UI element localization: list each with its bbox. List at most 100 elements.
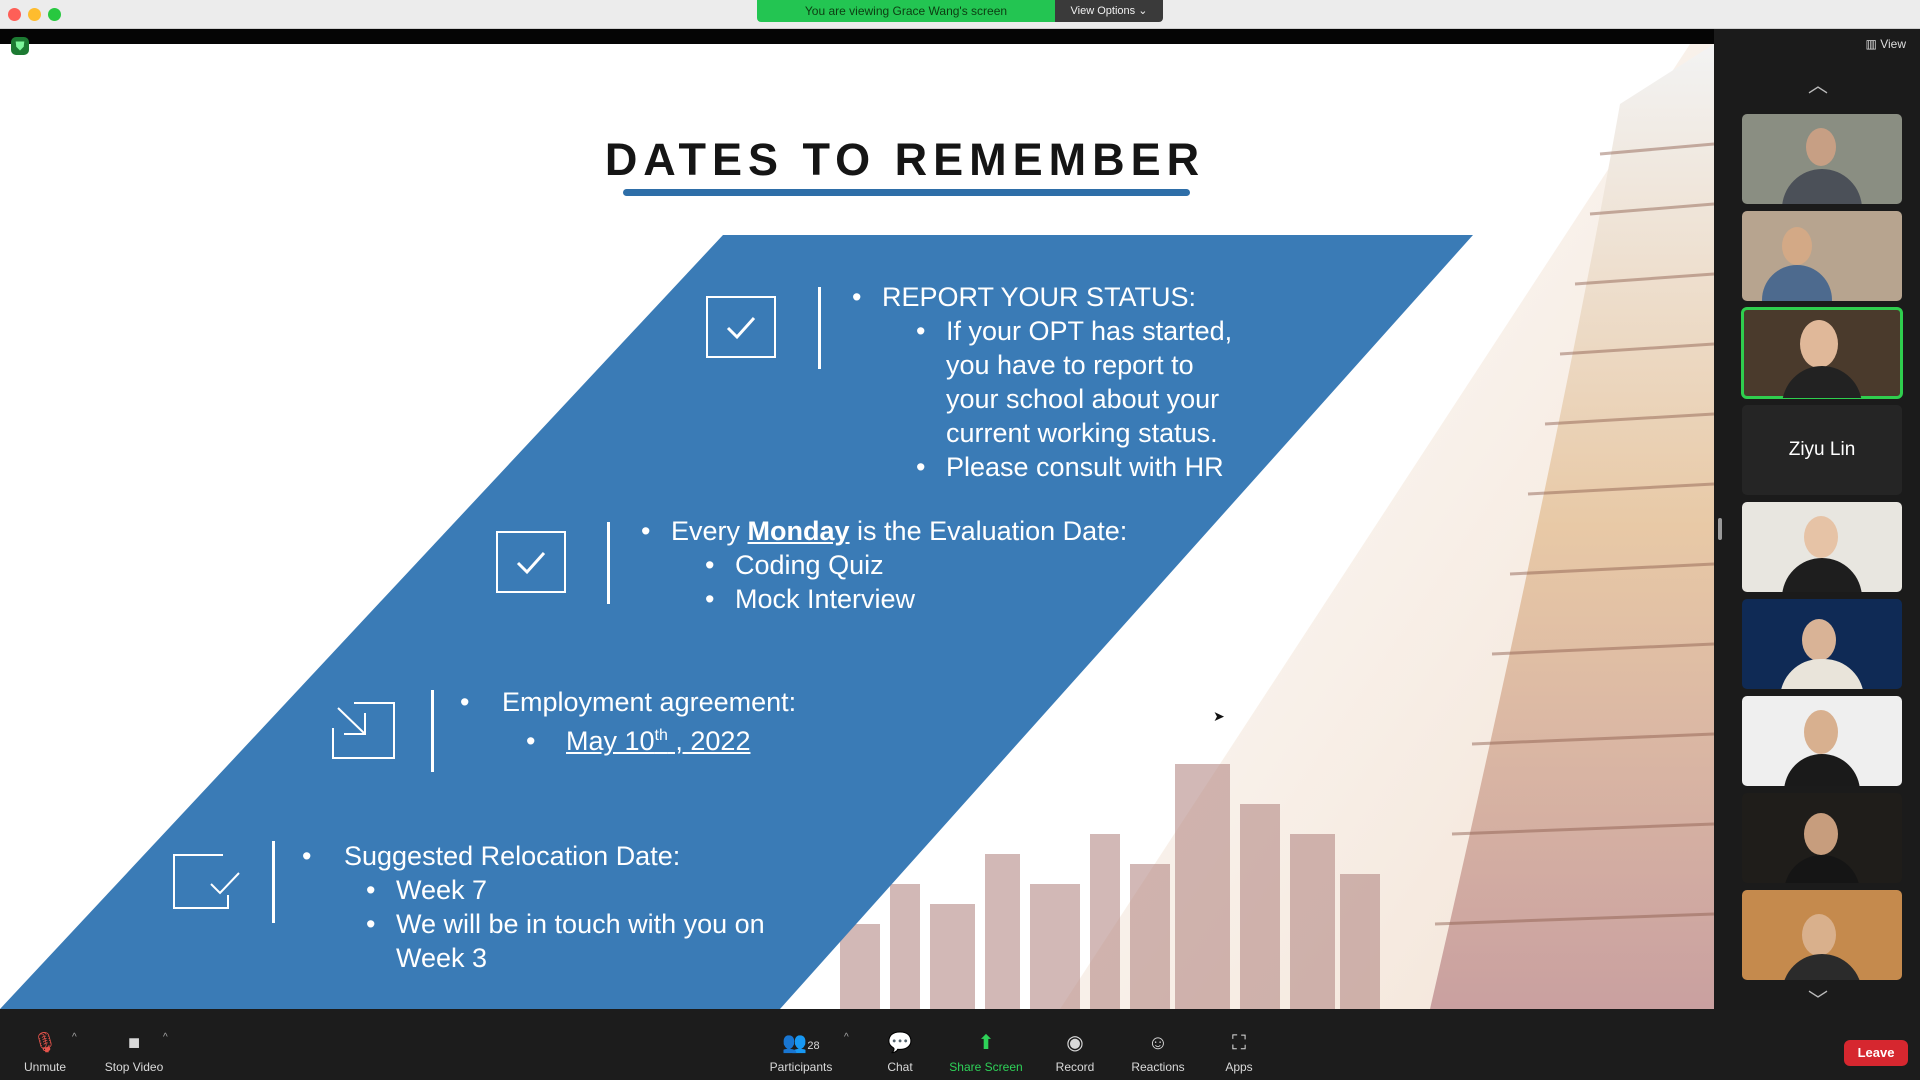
video-tile-active-speaker[interactable]	[1741, 307, 1903, 399]
apps-label: Apps	[1225, 1060, 1253, 1074]
unmute-label: Unmute	[23, 1060, 67, 1074]
chevron-down-icon[interactable]: ﹀	[1808, 990, 1828, 1012]
share-top-strip	[0, 29, 1714, 44]
participants-icon: 👥28	[782, 1032, 820, 1054]
bullet-text: your school about your	[946, 384, 1220, 414]
bullet-text: current working status.	[946, 418, 1218, 448]
participant-body	[1782, 954, 1862, 980]
participant-face	[1800, 320, 1838, 368]
video-tile[interactable]	[1742, 599, 1902, 689]
participant-face	[1802, 914, 1836, 956]
video-tile[interactable]	[1742, 211, 1902, 301]
participants-button[interactable]: 👥28 Participants ^	[756, 1032, 849, 1074]
video-tile[interactable]	[1742, 114, 1902, 204]
date-text: May 10	[566, 726, 655, 756]
section-heading: REPORT YOUR STATUS:	[882, 282, 1197, 312]
participant-body	[1780, 659, 1864, 689]
section-heading: Employment agreement:	[502, 687, 797, 717]
bullet-text: Week 7	[396, 875, 488, 905]
share-screen-icon: ⬆	[977, 1032, 995, 1054]
participant-body	[1784, 855, 1860, 883]
unmute-button[interactable]: 🎙 Unmute ^	[0, 1032, 90, 1074]
video-camera-icon: ■	[127, 1032, 141, 1054]
section-report-status: • REPORT YOUR STATUS: • If your OPT has st…	[852, 282, 1233, 482]
record-label: Record	[1055, 1060, 1095, 1074]
city-skyline	[840, 764, 1380, 1009]
record-icon: ◉	[1066, 1032, 1084, 1054]
gallery-view-button[interactable]: ▥ View	[1866, 37, 1906, 51]
bullet-text: Mock Interview	[735, 584, 916, 614]
section-heading-post: is the Evaluation Date:	[849, 516, 1128, 546]
bullet-text: Coding Quiz	[735, 550, 884, 580]
caret-up-icon[interactable]: ^	[844, 1032, 849, 1043]
participant-name: Ziyu Lin	[1788, 439, 1856, 460]
participant-face	[1804, 516, 1838, 558]
video-tile[interactable]	[1742, 793, 1902, 883]
meeting-toolbar: 🎙 Unmute ^ ■ Stop Video ^ 👥28 Participants ^ 💬…	[0, 1010, 1920, 1080]
reactions-button[interactable]: ☺ Reactions	[1113, 1032, 1203, 1074]
panel-resize-handle[interactable]	[1718, 518, 1722, 540]
security-shield-icon[interactable]: ⛊	[11, 37, 29, 55]
participant-face	[1802, 619, 1836, 661]
apps-icon: ⛶	[1232, 1032, 1246, 1054]
bullet-text: We will be in touch with you on	[396, 909, 765, 939]
section-heading: Suggested Relocation Date:	[344, 841, 681, 871]
participant-face	[1806, 128, 1836, 166]
blue-diagonal-panel	[0, 235, 1473, 1009]
video-tile[interactable]	[1742, 502, 1902, 592]
date-suffix: th	[654, 727, 668, 744]
video-tile[interactable]	[1742, 890, 1902, 980]
participant-body	[1784, 754, 1860, 786]
mouse-cursor-icon: ➤	[1213, 708, 1225, 724]
muted-mic-icon: 🎙	[32, 1032, 58, 1054]
minimize-window-button[interactable]	[28, 8, 41, 21]
chat-button[interactable]: 💬 Chat	[855, 1032, 945, 1074]
reactions-icon: ☺	[1147, 1032, 1169, 1054]
caret-up-icon[interactable]: ^	[72, 1032, 77, 1043]
caret-up-icon[interactable]: ^	[163, 1032, 168, 1043]
chevron-down-icon: ⌄	[1138, 5, 1148, 17]
chevron-up-icon[interactable]: ︿	[1808, 75, 1828, 97]
section-relocation: • Suggested Relocation Date: • Week 7 • We …	[302, 841, 765, 973]
shared-slide: DATES TO REMEMBER • REPORT YOUR STATUS: •…	[0, 44, 1714, 1009]
participant-body	[1782, 558, 1862, 592]
share-screen-button[interactable]: ⬆ Share Screen	[941, 1032, 1031, 1074]
chat-label: Chat	[887, 1060, 913, 1074]
divider	[607, 522, 610, 604]
building-photo	[1430, 44, 1714, 1009]
participant-face	[1804, 710, 1838, 754]
participant-body	[1762, 265, 1832, 301]
slide-background	[0, 44, 1714, 1009]
video-tile[interactable]: Ziyu Lin	[1742, 405, 1902, 495]
screen-share-banner: You are viewing Grace Wang's screen	[757, 0, 1055, 22]
check-box-icon	[706, 296, 776, 358]
divider	[272, 841, 275, 923]
record-button[interactable]: ◉ Record	[1030, 1032, 1120, 1074]
bullet-text: Week 3	[396, 943, 488, 973]
view-options-label: View Options	[1070, 5, 1136, 17]
maximize-window-button[interactable]	[48, 8, 61, 21]
view-label: View	[1880, 37, 1906, 51]
participant-gallery: ▥ View ︿ Ziyu Lin ﹀	[1714, 29, 1920, 1012]
bullet-text: you have to report to	[946, 350, 1194, 380]
participant-body	[1782, 169, 1862, 204]
monday-emphasis: Monday	[747, 516, 850, 546]
video-tile[interactable]	[1742, 696, 1902, 786]
stop-video-button[interactable]: ■ Stop Video ^	[89, 1032, 179, 1074]
bullet-text: If your OPT has started,	[946, 316, 1233, 346]
participant-body	[1782, 366, 1862, 398]
date-year: , 2022	[667, 726, 751, 756]
check-box-icon	[496, 531, 566, 593]
section-employment: • Employment agreement: • May 10th , 2022	[460, 687, 797, 756]
apps-button[interactable]: ⛶ Apps	[1194, 1032, 1284, 1074]
title-underline	[623, 189, 1190, 196]
leave-button[interactable]: Leave	[1844, 1040, 1908, 1066]
check-box-icon	[171, 851, 243, 911]
close-window-button[interactable]	[8, 8, 21, 21]
employment-date: May 10th , 2022	[566, 726, 750, 756]
bullet-text: Please consult with HR	[946, 452, 1224, 482]
participant-face	[1782, 227, 1812, 265]
participants-label: Participants	[769, 1060, 833, 1074]
section-evaluation: • Every Monday is the Evaluation Date: • C…	[641, 516, 1128, 614]
view-options-button[interactable]: View Options ⌄	[1055, 0, 1163, 22]
